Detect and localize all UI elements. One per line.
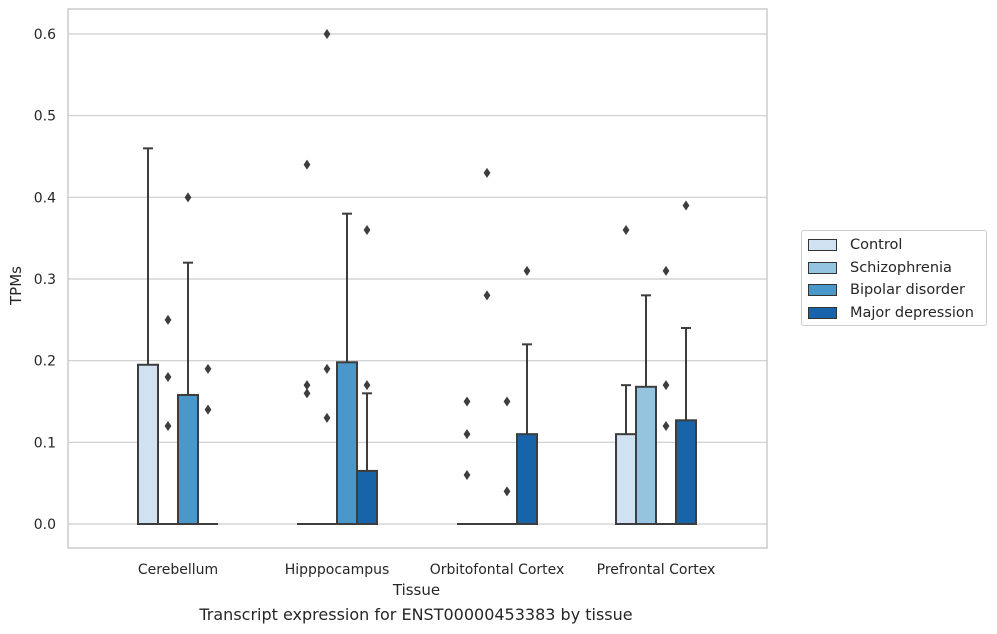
outlier-major-depression-cerebellum: [204, 363, 212, 374]
legend-item-schizophrenia: Schizophrenia: [808, 257, 986, 280]
y-tick-label: 0.0: [34, 517, 56, 533]
outlier-schizophrenia-cerebellum: [164, 372, 172, 382]
box-major-depression-orbitofontal-cortex: [516, 433, 538, 525]
box-major-depression-prefrontal-cortex: [675, 419, 697, 525]
outlier-bipolar-disorder-prefrontal-cortex: [662, 380, 670, 391]
outlier-bipolar-disorder-prefrontal-cortex: [662, 421, 670, 431]
y-tick-label: 0.1: [34, 435, 56, 451]
outlier-bipolar-disorder-prefrontal-cortex: [662, 265, 670, 276]
outlier-major-depression-hipppocampus: [363, 225, 371, 235]
outlier-control-orbitofontal-cortex: [463, 470, 471, 480]
outlier-control-orbitofontal-cortex: [463, 396, 471, 407]
outlier-schizophrenia-hipppocampus: [323, 412, 331, 423]
outlier-major-depression-orbitofontal-cortex: [523, 265, 531, 276]
outlier-bipolar-disorder-cerebellum: [184, 192, 192, 203]
outlier-control-hipppocampus: [303, 159, 311, 170]
outlier-control-hipppocampus: [303, 388, 311, 399]
x-tick-label: Orbitofontal Cortex: [430, 562, 565, 578]
box-major-depression-hipppocampus: [356, 469, 378, 525]
legend-swatch-schizophrenia: [808, 261, 837, 274]
outlier-control-orbitofontal-cortex: [463, 429, 471, 440]
legend-item-control: Control: [808, 234, 986, 257]
legend-swatch-major-depression: [808, 306, 837, 319]
outlier-schizophrenia-hipppocampus: [323, 29, 331, 39]
chart-caption: Transcript expression for ENST0000045338…: [199, 605, 633, 624]
legend-swatch-bipolar-disorder: [808, 284, 837, 297]
outlier-major-depression-cerebellum: [204, 404, 212, 415]
outlier-major-depression-prefrontal-cortex: [682, 200, 690, 211]
outlier-schizophrenia-hipppocampus: [323, 363, 331, 374]
y-axis-title: TPMs: [7, 266, 25, 306]
y-tick-label: 0.5: [34, 109, 56, 125]
outlier-schizophrenia-orbitofontal-cortex: [483, 290, 491, 301]
legend-label-control: Control: [850, 237, 903, 254]
box-bipolar-disorder-cerebellum: [177, 393, 199, 526]
legend-item-bipolar-disorder: Bipolar disorder: [808, 279, 986, 302]
outlier-control-prefrontal-cortex: [622, 225, 630, 235]
legend-item-major-depression: Major depression: [808, 302, 986, 325]
outlier-schizophrenia-orbitofontal-cortex: [483, 167, 491, 178]
x-axis-title: Tissue: [392, 581, 440, 599]
legend-label-bipolar-disorder: Bipolar disorder: [850, 282, 965, 299]
y-tick-label: 0.2: [34, 354, 56, 370]
box-bipolar-disorder-hipppocampus: [336, 361, 358, 525]
outlier-bipolar-disorder-orbitofontal-cortex: [503, 486, 511, 497]
box-control-cerebellum: [137, 363, 159, 525]
outlier-schizophrenia-cerebellum: [164, 314, 172, 325]
box-schizophrenia-prefrontal-cortex: [635, 385, 657, 525]
outlier-major-depression-hipppocampus: [363, 380, 371, 391]
y-tick-label: 0.6: [34, 27, 56, 43]
legend-label-major-depression: Major depression: [850, 304, 974, 321]
box-control-prefrontal-cortex: [615, 433, 637, 525]
x-tick-label: Cerebellum: [138, 562, 218, 578]
plot-frame: [67, 8, 768, 549]
legend-label-schizophrenia: Schizophrenia: [850, 259, 952, 276]
legend: Control Schizophrenia Bipolar disorder M…: [801, 230, 987, 326]
y-tick-label: 0.4: [34, 190, 56, 206]
outlier-bipolar-disorder-orbitofontal-cortex: [503, 396, 511, 407]
x-tick-label: Prefrontal Cortex: [597, 562, 716, 578]
y-tick-label: 0.3: [34, 272, 56, 288]
legend-swatch-control: [808, 239, 837, 252]
x-tick-label: Hipppocampus: [285, 562, 390, 578]
outlier-control-hipppocampus: [303, 380, 311, 391]
outlier-schizophrenia-cerebellum: [164, 421, 172, 431]
